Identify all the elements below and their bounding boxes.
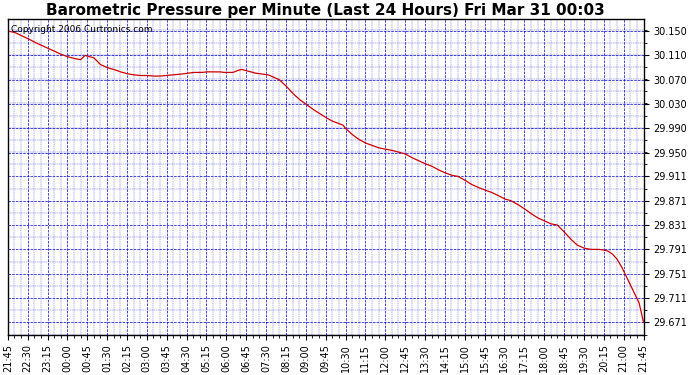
- Text: Copyright 2006 Curtronics.com: Copyright 2006 Curtronics.com: [11, 25, 152, 34]
- Title: Barometric Pressure per Minute (Last 24 Hours) Fri Mar 31 00:03: Barometric Pressure per Minute (Last 24 …: [46, 3, 605, 18]
